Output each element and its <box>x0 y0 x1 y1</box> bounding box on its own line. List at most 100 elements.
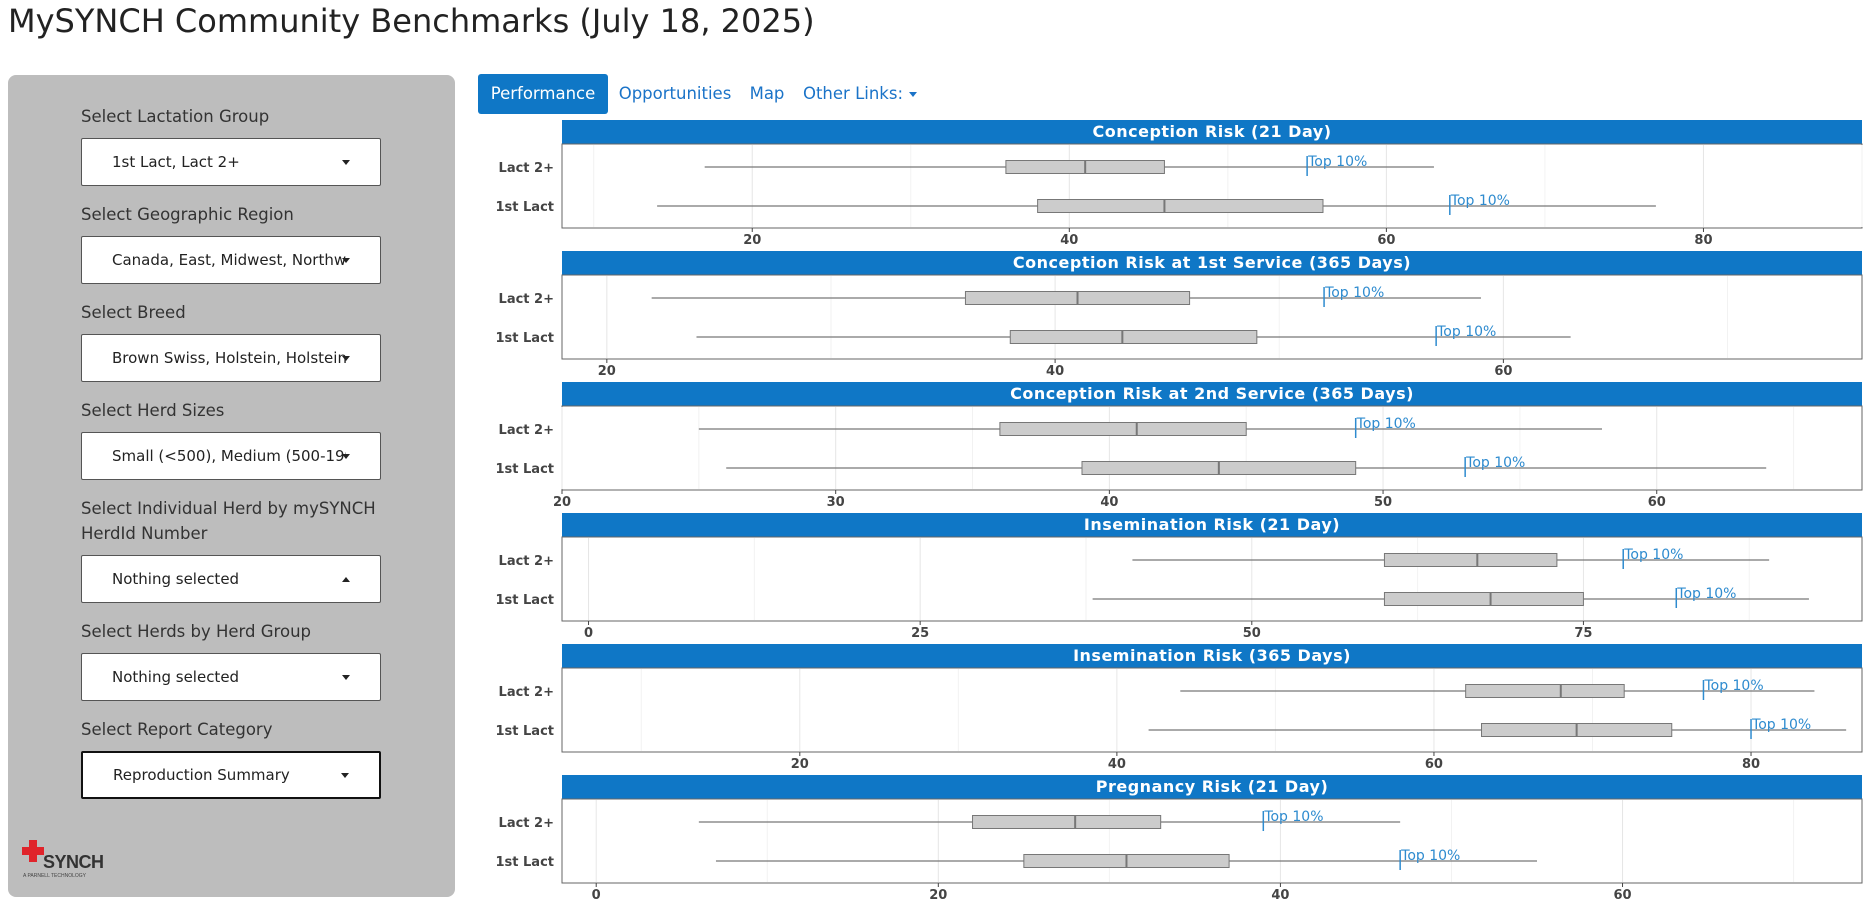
iqr-box <box>1383 553 1558 567</box>
chart-panel <box>561 143 1863 229</box>
x-tick-label: 60 <box>1494 364 1512 379</box>
x-tick-label: 75 <box>1574 626 1592 641</box>
x-tick-label: 60 <box>1648 495 1666 510</box>
breed-value: Brown Swiss, Holstein, Holstein- <box>112 349 346 367</box>
chart-header <box>562 513 1862 537</box>
chevron-down-icon <box>342 454 350 459</box>
x-tick-label: 0 <box>592 888 601 903</box>
lactation-group-value: 1st Lact, Lact 2+ <box>112 153 240 171</box>
logo-cross-horizontal <box>22 847 44 855</box>
individual-herd-label-line1: Select Individual Herd by mySYNCH <box>81 499 376 518</box>
chart-title: Insemination Risk (365 Days) <box>1073 646 1351 665</box>
x-tick-label: 20 <box>598 364 616 379</box>
filter-sidebar: Select Lactation Group 1st Lact, Lact 2+… <box>8 75 455 897</box>
tab-performance[interactable]: Performance <box>478 74 608 114</box>
chart-title: Insemination Risk (21 Day) <box>1084 515 1340 534</box>
top10-label: Top 10% <box>1751 717 1811 733</box>
series-label: 1st Lact <box>496 593 555 608</box>
chart-header <box>562 251 1862 275</box>
series-label: 1st Lact <box>496 724 555 739</box>
herd-group-value: Nothing selected <box>112 668 240 686</box>
tab-map[interactable]: Map <box>749 84 785 103</box>
x-tick-label: 40 <box>1271 888 1289 903</box>
top10-label: Top 10% <box>1307 154 1367 170</box>
x-tick-label: 80 <box>1742 757 1760 772</box>
iqr-box <box>1037 199 1324 213</box>
top10-label: Top 10% <box>1676 586 1736 602</box>
top10-label: Top 10% <box>1263 809 1323 825</box>
top10-label: Top 10% <box>1356 416 1416 432</box>
x-tick-label: 60 <box>1425 757 1443 772</box>
tab-other-links-label: Other Links: <box>802 84 904 103</box>
series-label: Lact 2+ <box>499 292 554 307</box>
top10-label: Top 10% <box>1436 324 1496 340</box>
chevron-down-icon <box>341 773 349 778</box>
herd-group-label: Select Herds by Herd Group <box>81 622 312 641</box>
x-tick-label: 20 <box>791 757 809 772</box>
chart-header <box>562 120 1862 144</box>
chart-4: Insemination Risk (365 Days) 20 40 60 80 Lact… <box>496 644 1863 772</box>
chart-title: Conception Risk at 1st Service (365 Days… <box>1013 253 1411 272</box>
chart-header <box>562 644 1862 668</box>
series-label: 1st Lact <box>496 200 555 215</box>
breed-select[interactable]: Brown Swiss, Holstein, Holstein- <box>81 334 381 382</box>
chart-title: Conception Risk at 2nd Service (365 Days… <box>1010 384 1414 403</box>
page-title: MySYNCH Community Benchmarks (July 18, 2… <box>8 2 815 40</box>
chart-panel <box>561 536 1863 622</box>
herd-group-select[interactable]: Nothing selected <box>81 653 381 701</box>
lactation-group-select[interactable]: 1st Lact, Lact 2+ <box>81 138 381 186</box>
chart-panel <box>561 274 1863 360</box>
series-label: Lact 2+ <box>499 554 554 569</box>
lactation-group-label: Select Lactation Group <box>81 107 270 126</box>
chevron-down-icon <box>342 258 350 263</box>
chart-panel <box>561 667 1863 753</box>
x-tick-label: 40 <box>1046 364 1064 379</box>
chevron-up-icon <box>342 577 350 582</box>
herd-sizes-value: Small (<500), Medium (500-1999 <box>112 447 346 465</box>
geographic-region-value: Canada, East, Midwest, Northwe <box>112 251 346 269</box>
x-tick-label: 20 <box>743 233 761 248</box>
series-label: 1st Lact <box>496 331 555 346</box>
x-tick-label: 80 <box>1694 233 1712 248</box>
iqr-box <box>1383 592 1584 606</box>
report-category-select[interactable]: Reproduction Summary <box>81 751 381 799</box>
chevron-down-icon <box>909 92 918 97</box>
iqr-box <box>1465 684 1625 698</box>
x-tick-label: 30 <box>827 495 845 510</box>
geographic-region-label: Select Geographic Region <box>81 205 294 224</box>
x-tick-label: 40 <box>1108 757 1126 772</box>
chart-title: Conception Risk (21 Day) <box>1092 122 1331 141</box>
chart-header <box>562 775 1862 799</box>
chart-3: Insemination Risk (21 Day) 0 25 50 75 Lact 2+… <box>496 513 1863 641</box>
herd-sizes-select[interactable]: Small (<500), Medium (500-1999 <box>81 432 381 480</box>
chart-title: Pregnancy Risk (21 Day) <box>1096 777 1329 796</box>
mysynch-logo: SYNCH A PARNELL TECHNOLOGY <box>22 840 104 879</box>
x-tick-label: 60 <box>1613 888 1631 903</box>
iqr-box <box>1009 330 1258 344</box>
top10-label: Top 10% <box>1623 547 1683 563</box>
chart-header <box>562 382 1862 406</box>
individual-herd-label-line2: HerdId Number <box>81 524 208 543</box>
tab-opportunities[interactable]: Opportunities <box>618 84 732 103</box>
x-tick-label: 25 <box>911 626 929 641</box>
tab-other-links[interactable]: Other Links: <box>802 74 918 114</box>
series-label: 1st Lact <box>496 855 555 870</box>
breed-label: Select Breed <box>81 303 186 322</box>
geographic-region-select[interactable]: Canada, East, Midwest, Northwe <box>81 236 381 284</box>
chart-2: Conception Risk at 2nd Service (365 Days… <box>496 382 1863 510</box>
top10-label: Top 10% <box>1703 678 1763 694</box>
chevron-down-icon <box>342 356 350 361</box>
top10-label: Top 10% <box>1324 285 1384 301</box>
chart-1: Conception Risk at 1st Service (365 Days… <box>496 251 1863 379</box>
top10-label: Top 10% <box>1400 848 1460 864</box>
chart-5: Pregnancy Risk (21 Day) 0 20 40 60 Lact 2+ Top… <box>496 775 1863 903</box>
chevron-down-icon <box>342 160 350 165</box>
series-label: Lact 2+ <box>499 423 554 438</box>
individual-herd-select[interactable]: Nothing selected <box>81 555 381 603</box>
iqr-box <box>999 422 1247 436</box>
chart-panel <box>561 405 1863 491</box>
series-label: Lact 2+ <box>499 685 554 700</box>
series-label: Lact 2+ <box>499 816 554 831</box>
report-category-value: Reproduction Summary <box>113 766 290 784</box>
